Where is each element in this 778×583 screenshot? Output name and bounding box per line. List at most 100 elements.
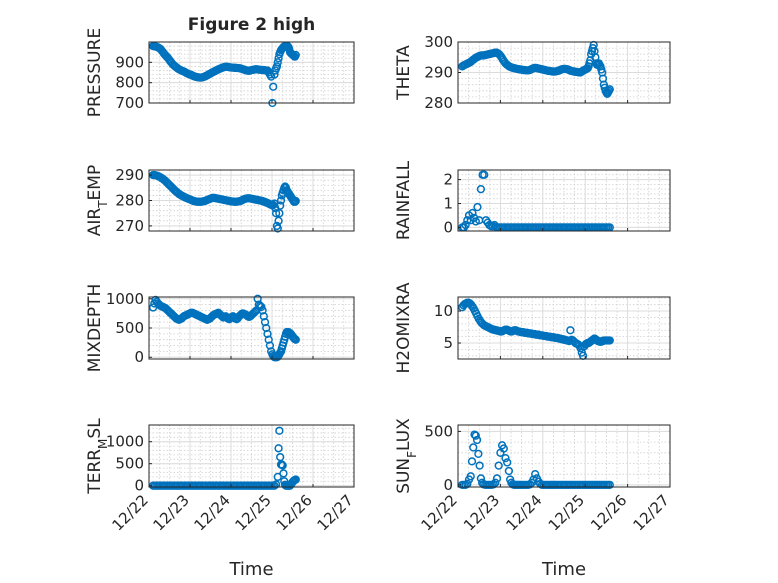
y-axis-label: AIRTEMP (85, 165, 110, 236)
data-point (467, 457, 477, 466)
data-point (501, 453, 510, 463)
x-tick-label: 12/27 (630, 491, 673, 534)
data-point (276, 201, 285, 210)
data-point (531, 470, 540, 479)
subplot-theta: 280 290 300 THETA (394, 33, 671, 112)
y-tick-label: 0 (443, 476, 453, 494)
subplot-airtemp: 270 280 290 AIRTEMP (85, 165, 355, 236)
y-axis-label: THETA (394, 45, 414, 101)
y-tick-label: 900 (115, 53, 144, 71)
chart-title: Figure 2 high (188, 15, 316, 35)
x-tick-label: 12/25 (232, 491, 275, 534)
y-tick-label: 2 (443, 171, 453, 189)
y-tick-label: 290 (424, 64, 453, 82)
data-point (605, 85, 614, 94)
data-point (271, 209, 281, 218)
data-point (474, 449, 483, 459)
data-point (466, 472, 475, 481)
y-axis-label: MIXDEPTH (85, 284, 105, 373)
axes-frame (148, 41, 355, 104)
data-point (253, 294, 262, 303)
y-tick-label: 700 (115, 94, 144, 112)
y-axis-label: PRESSURE (85, 28, 105, 117)
data-point (273, 472, 282, 482)
data-point (475, 461, 484, 470)
y-tick-label: 5 (443, 334, 453, 352)
y-tick-label: 270 (115, 217, 144, 235)
data-point (274, 444, 283, 453)
data-point (263, 329, 272, 338)
y-tick-label: 500 (424, 422, 453, 440)
y-tick-label: 0 (443, 218, 453, 236)
data-point (461, 220, 470, 230)
data-point (491, 478, 500, 487)
y-tick-label: 500 (115, 455, 144, 473)
data-point (492, 474, 502, 483)
data-point (265, 341, 275, 350)
y-tick-label: 1000 (106, 433, 144, 451)
data-point (494, 461, 503, 470)
data-point (472, 435, 482, 445)
data-point (468, 208, 477, 218)
data-point (270, 481, 279, 490)
data-point (274, 216, 283, 225)
data-point (249, 308, 259, 317)
data-point (279, 469, 288, 478)
data-point (471, 431, 480, 440)
y-tick-label: 280 (424, 94, 453, 112)
x-tick-label: 12/22 (109, 491, 152, 534)
data-point (291, 335, 300, 344)
y-axis-label: RAINFALL (394, 160, 414, 240)
subplot-h2omixra: 5 10 H2OMIXRA (394, 282, 671, 374)
subplot-pressure: 700 800 900 PRESSURE Figure 2 high (85, 15, 355, 117)
data-point (264, 335, 273, 344)
data-point (480, 170, 489, 179)
data-point (269, 82, 278, 91)
x-tick-label: 12/22 (418, 491, 461, 534)
data-point (489, 480, 498, 489)
y-tick-label: 0 (134, 477, 144, 495)
data-point (276, 196, 286, 205)
data-point (504, 466, 514, 476)
axes-frame (148, 424, 355, 488)
y-tick-label: 300 (424, 33, 453, 51)
data-point (469, 443, 478, 452)
x-tick-label: 12/24 (191, 491, 234, 534)
data-point (254, 300, 264, 309)
data-point (291, 196, 300, 206)
data-point (291, 475, 300, 484)
data-point (566, 326, 575, 335)
data-point (262, 323, 271, 333)
axes-frame (457, 169, 671, 232)
data-point (258, 306, 267, 315)
data-point (473, 202, 482, 212)
y-axis-label: H2OMIXRA (394, 282, 414, 373)
data-point (605, 336, 614, 345)
subplot-rainfall: 0 1 2 RAINFALL (394, 160, 671, 240)
y-tick-label: 0 (134, 348, 144, 366)
x-axis-label: Time (541, 559, 586, 580)
data-point (278, 461, 287, 470)
data-point (272, 62, 282, 71)
axes-frame (457, 424, 671, 488)
subplot-sunflux: 0 500 12/22 12/23 12/24 12/25 12/26 12/27 Time SU… (394, 418, 673, 580)
data-point (260, 318, 270, 327)
y-axis-label: TERRMSL (85, 418, 110, 495)
data-point (503, 458, 512, 467)
data-point (275, 209, 284, 218)
data-point (273, 224, 282, 233)
y-tick-label: 1 (443, 194, 453, 212)
data-point (291, 50, 300, 60)
data-point (273, 58, 282, 67)
x-tick-label: 12/25 (545, 491, 588, 534)
y-tick-label: 290 (115, 166, 144, 184)
y-tick-label: 1000 (106, 290, 144, 308)
data-point (499, 444, 508, 453)
data-point (271, 480, 281, 489)
y-tick-label: 500 (115, 319, 144, 337)
axes-frame (457, 296, 671, 360)
